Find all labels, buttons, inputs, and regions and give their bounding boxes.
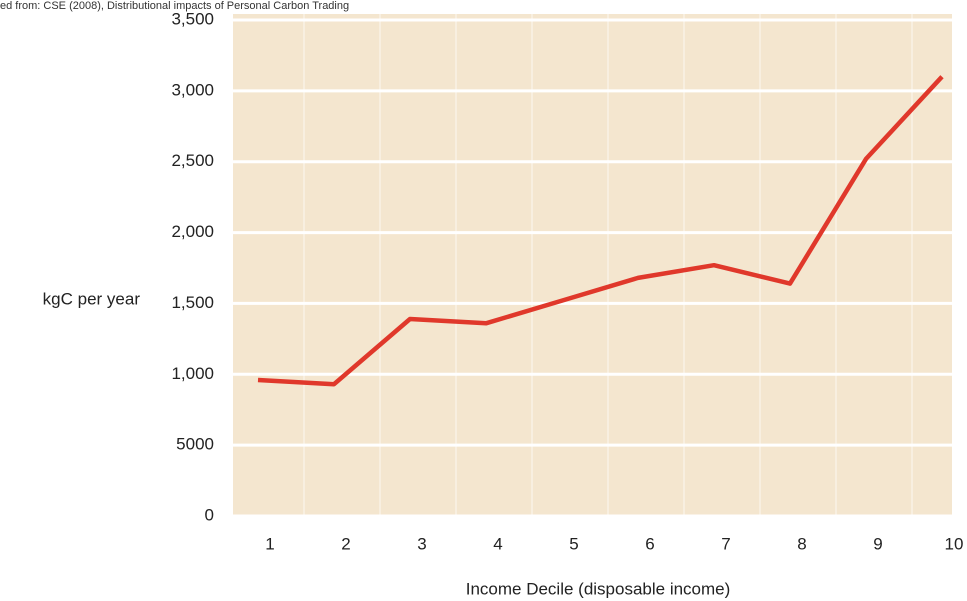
x-tick-label: 10: [945, 534, 964, 553]
x-tick-label: 4: [493, 534, 502, 553]
y-tick-label: 3,500: [171, 9, 214, 28]
data-line: [257, 75, 944, 387]
y-tick-label: 3,000: [171, 80, 214, 99]
x-tick-label: 5: [569, 534, 578, 553]
x-tick-label: 8: [797, 534, 806, 553]
x-axis-title: Income Decile (disposable income): [466, 579, 731, 598]
y-tick-label: 5000: [176, 435, 214, 454]
x-tick-label: 9: [873, 534, 882, 553]
plot-area: [233, 14, 952, 516]
y-tick-label: 2,000: [171, 222, 214, 241]
source-note: ed from: CSE (2008), Distributional impa…: [0, 0, 349, 12]
x-tick-label: 3: [417, 534, 426, 553]
y-tick-label: 0: [205, 505, 214, 524]
x-tick-label: 6: [645, 534, 654, 553]
y-tick-label: 1,500: [171, 293, 214, 312]
x-tick-label: 1: [265, 534, 274, 553]
x-tick-label: 7: [721, 534, 730, 553]
y-axis-title: kgC per year: [43, 289, 141, 308]
y-tick-label: 1,000: [171, 364, 214, 383]
y-tick-label: 2,500: [171, 151, 214, 170]
x-tick-label: 2: [341, 534, 350, 553]
